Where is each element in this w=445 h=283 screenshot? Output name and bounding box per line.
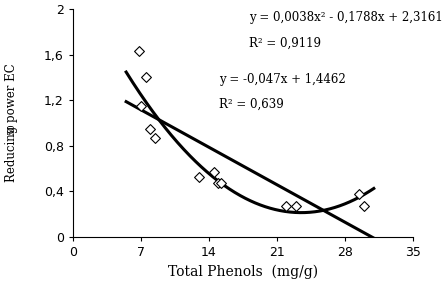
Text: R² = 0,9119: R² = 0,9119 <box>250 37 321 50</box>
Point <box>210 170 217 174</box>
Text: Reducing power EC: Reducing power EC <box>5 64 18 182</box>
Text: y = -0,047x + 1,4462: y = -0,047x + 1,4462 <box>219 73 346 86</box>
Point <box>292 204 299 208</box>
Text: R² = 0,639: R² = 0,639 <box>219 98 283 111</box>
Point <box>218 181 225 186</box>
Point <box>147 127 154 131</box>
Point <box>356 191 363 196</box>
Point <box>195 174 202 179</box>
Point <box>283 204 290 208</box>
Text: 50: 50 <box>7 123 16 135</box>
X-axis label: Total Phenols  (mg/g): Total Phenols (mg/g) <box>168 264 318 279</box>
Point <box>142 75 149 80</box>
Text: y = 0,0038x² - 0,1788x + 2,3161: y = 0,0038x² - 0,1788x + 2,3161 <box>250 11 443 24</box>
Point <box>135 49 142 53</box>
Point <box>152 136 159 140</box>
Point <box>360 204 368 208</box>
Point <box>215 181 222 186</box>
Point <box>137 104 144 108</box>
